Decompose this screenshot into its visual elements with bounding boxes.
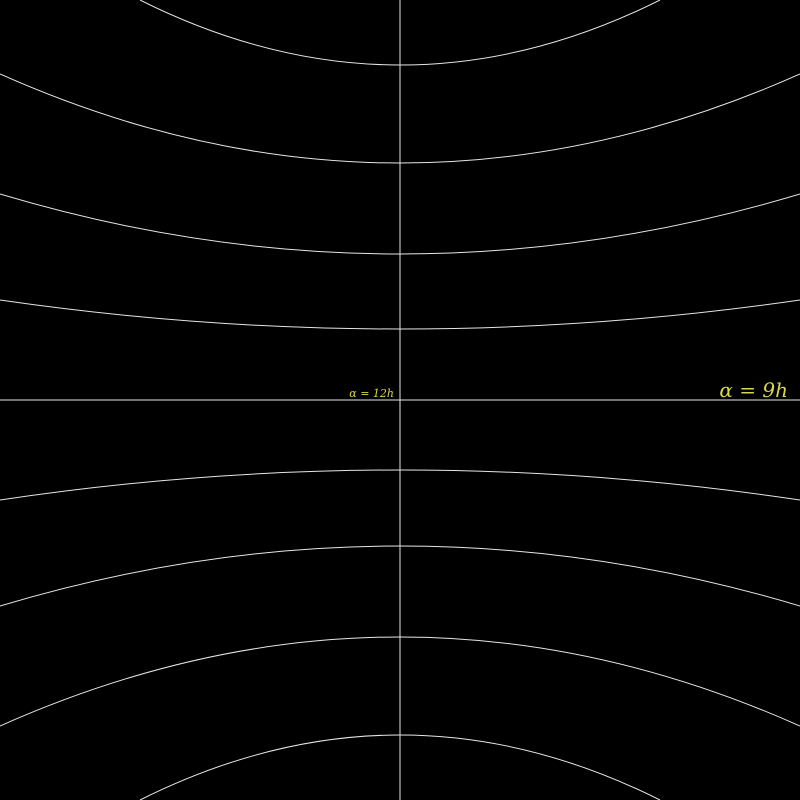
- edge-meridian-label: α = 9h: [719, 378, 788, 402]
- center-meridian-label: α = 12h: [349, 387, 394, 400]
